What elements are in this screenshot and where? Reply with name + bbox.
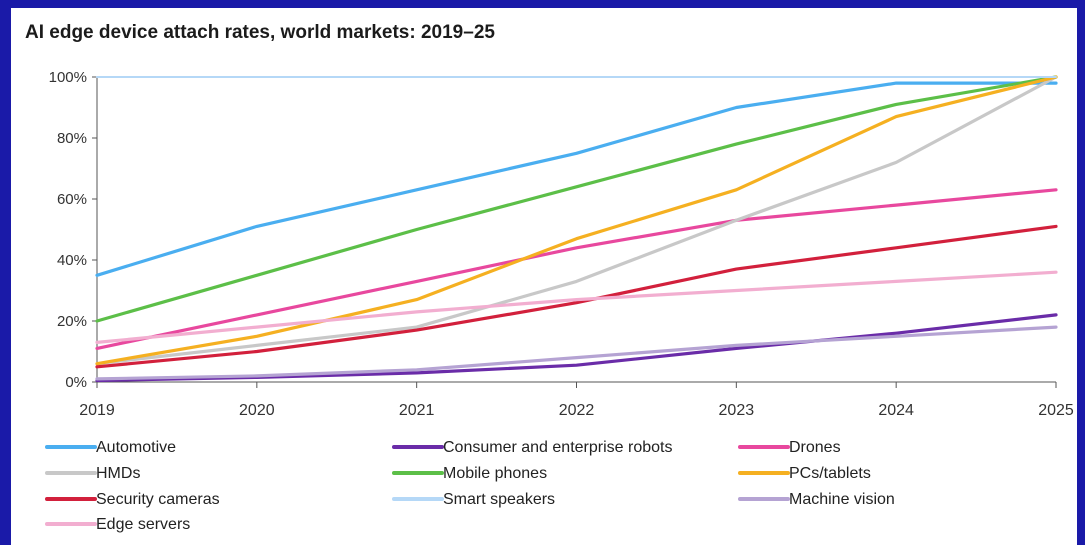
y-tick-label: 80% <box>57 130 87 147</box>
legend-label: Edge servers <box>96 516 190 533</box>
series-line <box>95 325 1058 381</box>
legend-label: Machine vision <box>789 491 895 508</box>
y-tick-label: 100% <box>49 69 87 86</box>
line-chart: 0% 20% 40% 60% 80% 100% 2019 2020 2021 2022 2023 20… <box>45 69 1074 533</box>
chart-panel: AI edge device attach rates, world marke… <box>11 8 1077 545</box>
legend-label: Security cameras <box>96 491 220 508</box>
series-line <box>95 75 1058 366</box>
legend-label: Drones <box>789 439 841 456</box>
y-tick-label: 40% <box>57 252 87 269</box>
series-line <box>95 224 1058 369</box>
x-tick-label: 2021 <box>399 402 435 419</box>
legend-label: PCs/tablets <box>789 465 871 482</box>
y-tick-label: 20% <box>57 313 87 330</box>
legend-label: HMDs <box>96 465 140 482</box>
series-line <box>95 270 1058 344</box>
x-tick-label: 2024 <box>878 402 914 419</box>
chart-title: AI edge device attach rates, world marke… <box>25 22 495 43</box>
series-line <box>95 188 1058 350</box>
legend-label: Mobile phones <box>443 465 547 482</box>
y-tick-label: 60% <box>57 191 87 208</box>
legend-label: Consumer and enterprise robots <box>443 439 672 456</box>
x-tick-label: 2020 <box>239 402 275 419</box>
x-tick-label: 2023 <box>719 402 755 419</box>
series-line <box>95 75 1058 366</box>
x-tick-label: 2022 <box>559 402 595 419</box>
series-line <box>95 75 1058 323</box>
y-tick-label: 0% <box>65 374 87 391</box>
x-tick-label: 2025 <box>1038 402 1074 419</box>
series-line <box>95 81 1058 277</box>
legend-label: Automotive <box>96 439 176 456</box>
x-tick-label: 2019 <box>79 402 115 419</box>
legend-label: Smart speakers <box>443 491 555 508</box>
